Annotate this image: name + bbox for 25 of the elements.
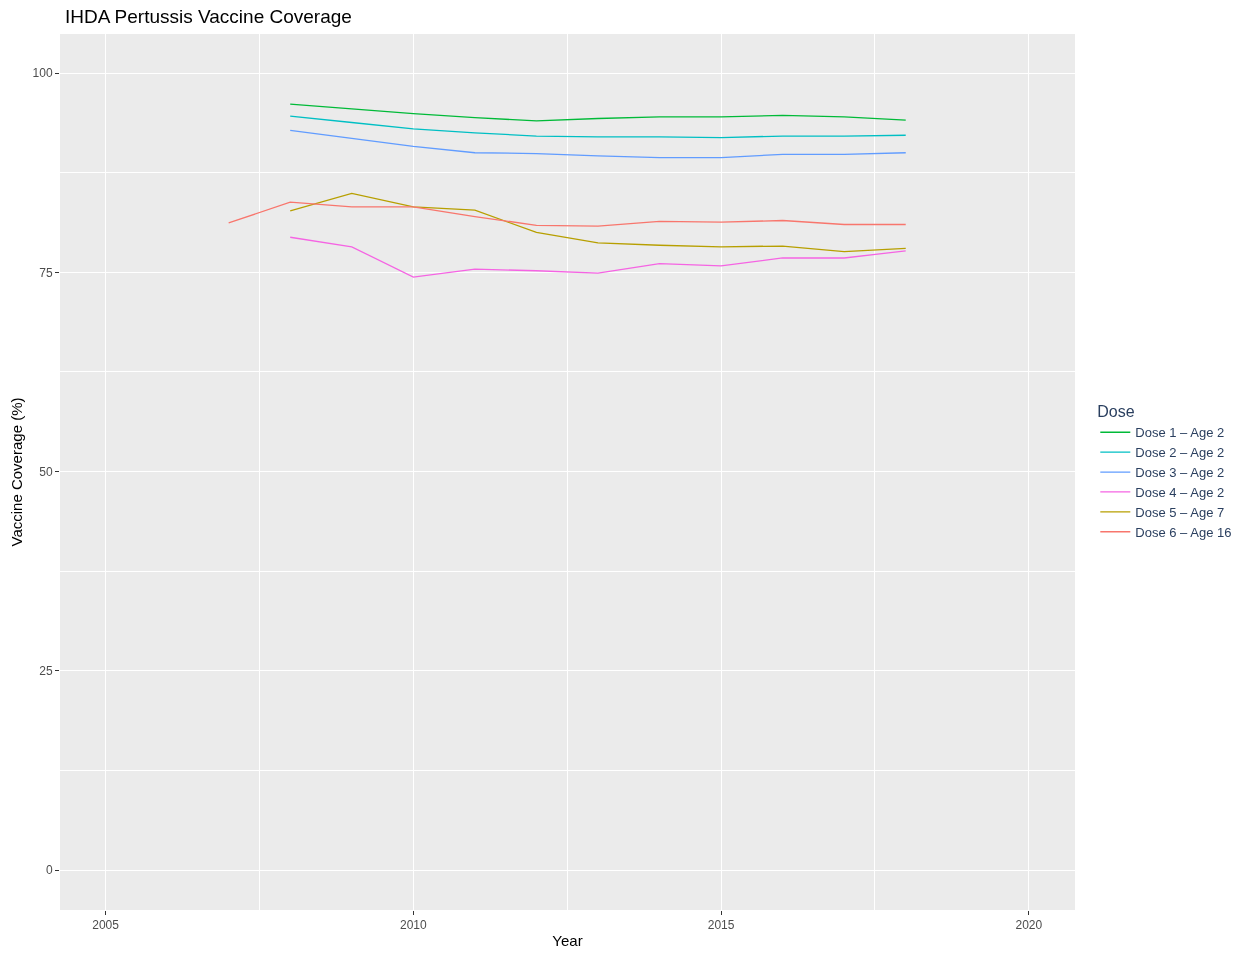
line-series xyxy=(289,192,907,253)
line-series xyxy=(289,236,907,278)
x-tick-label: 2015 xyxy=(707,918,735,933)
line-series xyxy=(228,201,907,227)
y-tick-label: 0 xyxy=(45,863,53,878)
x-tick-label: 2005 xyxy=(92,918,120,933)
y-tick-label: 25 xyxy=(39,664,53,679)
legend-label: Dose 6 – Age 16 xyxy=(1135,524,1232,540)
chart-title: IHDA Pertussis Vaccine Coverage xyxy=(65,5,352,27)
legend-label: Dose 4 – Age 2 xyxy=(1135,485,1225,501)
x-tick-label: 2010 xyxy=(399,918,427,933)
line-series xyxy=(289,103,907,122)
y-tick-label: 75 xyxy=(39,265,53,280)
x-axis-title: Year xyxy=(552,932,583,950)
y-tick-label: 50 xyxy=(39,464,53,479)
legend-label: Dose 5 – Age 7 xyxy=(1135,504,1225,520)
legend-label: Dose 1 – Age 2 xyxy=(1135,425,1225,441)
y-axis-title: Vaccine Coverage (%) xyxy=(7,397,25,547)
line-series xyxy=(289,129,907,159)
legend-title: Dose xyxy=(1097,403,1135,421)
legend-label: Dose 2 – Age 2 xyxy=(1135,445,1225,461)
legend-label: Dose 3 – Age 2 xyxy=(1135,465,1225,481)
x-tick-label: 2020 xyxy=(1015,918,1043,933)
y-tick-label: 100 xyxy=(32,66,53,81)
line-series xyxy=(289,115,907,139)
